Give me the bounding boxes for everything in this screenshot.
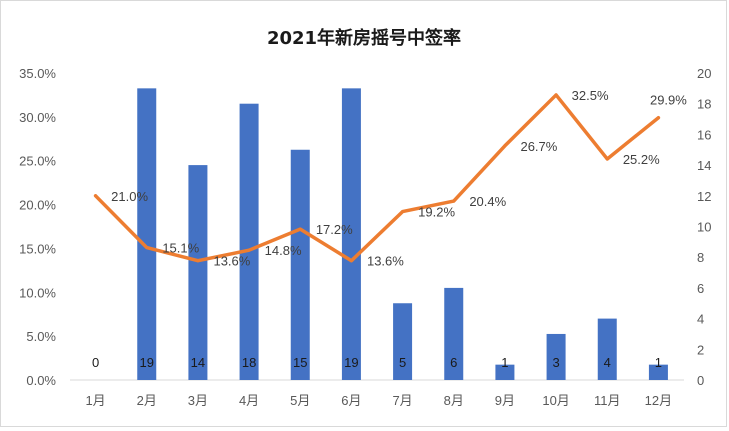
line-data-label: 32.5% [572,88,609,103]
bar-data-label: 5 [399,355,406,370]
bar-data-label: 19 [140,355,154,370]
bar [341,88,361,380]
chart-title: 2021年新房摇号中签率 [267,27,461,49]
x-tick-label: 7月 [392,393,412,408]
bar-data-label: 1 [655,355,662,370]
line-point [94,194,98,198]
line-data-label: 26.7% [520,139,557,154]
x-tick-label: 5月 [290,393,310,408]
line-data-labels: 21.0% 15.1% 13.6% 14.8% 17.2% 13.6% 19.2% 20.4%… [111,88,687,269]
line-path [93,93,661,263]
bar-data-label: 19 [344,355,358,370]
line-point [605,157,609,161]
bar-data-label: 3 [552,355,559,370]
y-left-tick-label: 5.0% [26,329,56,344]
line-point [452,199,456,203]
line-data-label: 14.8% [265,243,302,258]
bar-data-label: 18 [242,355,256,370]
y-right-tick-label: 6 [697,281,704,296]
y-left-tick-label: 35.0% [19,66,56,81]
line-point [349,259,353,263]
x-tick-label: 10月 [542,393,569,408]
y-left-tick-label: 10.0% [19,285,56,300]
line-data-label: 29.9% [650,93,687,108]
x-tick-label: 8月 [444,393,464,408]
y-right-tick-label: 10 [697,220,711,235]
line-data-label: 21.0% [111,189,148,204]
axes: 0.0% 5.0% 10.0% 15.0% 20.0% 25.0% 30.0% 35.0% 0 2… [19,66,711,408]
line-data-label: 17.2% [316,222,353,237]
y-left-tick-label: 15.0% [19,241,56,256]
bar [188,165,208,380]
line-series [93,93,661,263]
bar [495,364,515,380]
x-tick-label: 6月 [341,393,361,408]
x-tick-label: 4月 [239,393,259,408]
bar [137,88,157,380]
y-right-tick-label: 2 [697,342,704,357]
bar-data-label: 1 [501,355,508,370]
line-data-label: 25.2% [623,152,660,167]
y-left-tick-label: 0.0% [26,373,56,388]
line-point [503,144,507,148]
y-right-tick-label: 0 [697,373,704,388]
bar-data-labels: 0 19 14 18 15 19 5 6 1 3 4 1 [92,355,662,370]
line-point [401,210,405,214]
y-right-tick-label: 12 [697,189,711,204]
line-point [196,259,200,263]
line-data-label: 20.4% [469,194,506,209]
x-tick-label: 2月 [137,393,157,408]
bar [597,318,617,380]
y-left-tick-label: 30.0% [19,110,56,125]
x-tick-label: 1月 [85,393,105,408]
bar [290,149,310,380]
y-right-tick-label: 8 [697,250,704,265]
bar-series [137,88,668,380]
x-tick-label: 3月 [188,393,208,408]
y-right-tick-label: 4 [697,312,704,327]
line-data-label: 15.1% [162,241,199,256]
bar-data-label: 15 [293,355,307,370]
y-right-tick-label: 18 [697,97,711,112]
line-point [298,227,302,231]
bar [393,303,413,380]
line-point [247,248,251,252]
bar-data-label: 4 [604,355,611,370]
y-right-tick-label: 14 [697,158,711,173]
line-data-label: 13.6% [367,254,404,269]
y-right-tick-label: 20 [697,66,711,81]
line-point [656,116,660,120]
line-data-label: 13.6% [213,254,250,269]
x-tick-label: 11月 [594,393,621,408]
y-right-tick-label: 16 [697,127,711,142]
line-point [145,246,149,250]
x-tick-label: 12月 [645,393,672,408]
bar [239,103,259,380]
bar [546,333,566,380]
y-left-tick-label: 25.0% [19,154,56,169]
bar-data-label: 6 [450,355,457,370]
line-data-label: 19.2% [418,205,455,220]
line-point [554,93,558,97]
bar-data-label: 0 [92,355,99,370]
bar [444,287,464,380]
x-tick-label: 9月 [495,393,515,408]
bar [648,364,668,380]
bar-data-label: 14 [191,355,205,370]
y-left-tick-label: 20.0% [19,198,56,213]
